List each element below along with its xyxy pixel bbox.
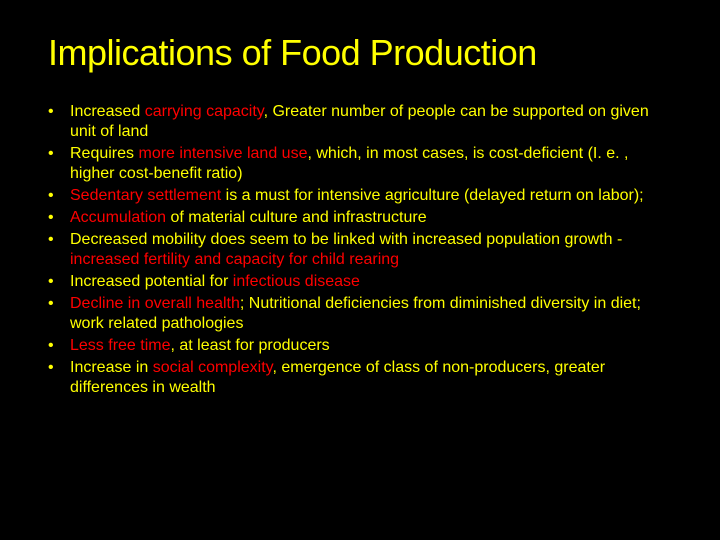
bullet-marker: •	[48, 208, 54, 228]
bullet-marker: •	[48, 230, 54, 250]
bullet-text-segment: Sedentary settlement	[70, 187, 221, 204]
bullet-marker: •	[48, 186, 54, 206]
bullet-text-segment: infectious disease	[233, 273, 360, 290]
bullet-text-segment: of material culture and infrastructure	[166, 209, 427, 226]
bullet-item: •Increased potential for infectious dise…	[70, 272, 672, 292]
bullet-marker: •	[48, 102, 54, 122]
bullet-text-segment: more intensive land use	[138, 145, 307, 162]
bullet-text-segment: Increase in	[70, 359, 153, 376]
bullet-list: •Increased carrying capacity, Greater nu…	[48, 102, 672, 398]
bullet-marker: •	[48, 336, 54, 356]
bullet-text-segment: is a must for intensive agriculture (del…	[221, 187, 643, 204]
bullet-text-segment: Decline in overall health	[70, 295, 240, 312]
bullet-text-segment: increased fertility and capacity for chi…	[70, 251, 399, 268]
bullet-item: •Accumulation of material culture and in…	[70, 208, 672, 228]
bullet-text-segment: Less free time	[70, 337, 170, 354]
bullet-item: •Decline in overall health; Nutritional …	[70, 294, 672, 334]
bullet-marker: •	[48, 272, 54, 292]
bullet-text-segment: Requires	[70, 145, 138, 162]
bullet-item: •Increased carrying capacity, Greater nu…	[70, 102, 672, 142]
bullet-marker: •	[48, 144, 54, 164]
slide-title: Implications of Food Production	[48, 32, 672, 74]
bullet-text-segment: Increased	[70, 103, 145, 120]
bullet-text-segment: Increased potential for	[70, 273, 233, 290]
bullet-item: •Sedentary settlement is a must for inte…	[70, 186, 672, 206]
bullet-text-segment: Accumulation	[70, 209, 166, 226]
bullet-text-segment: social complexity	[153, 359, 273, 376]
bullet-text-segment: carrying capacity	[145, 103, 264, 120]
bullet-marker: •	[48, 358, 54, 378]
bullet-item: •Decreased mobility does seem to be link…	[70, 230, 672, 270]
bullet-marker: •	[48, 294, 54, 314]
bullet-item: •Increase in social complexity, emergenc…	[70, 358, 672, 398]
bullet-item: •Less free time, at least for producers	[70, 336, 672, 356]
bullet-text-segment: , at least for producers	[170, 337, 329, 354]
bullet-text-segment: Decreased mobility does seem to be linke…	[70, 231, 622, 248]
bullet-item: •Requires more intensive land use, which…	[70, 144, 672, 184]
